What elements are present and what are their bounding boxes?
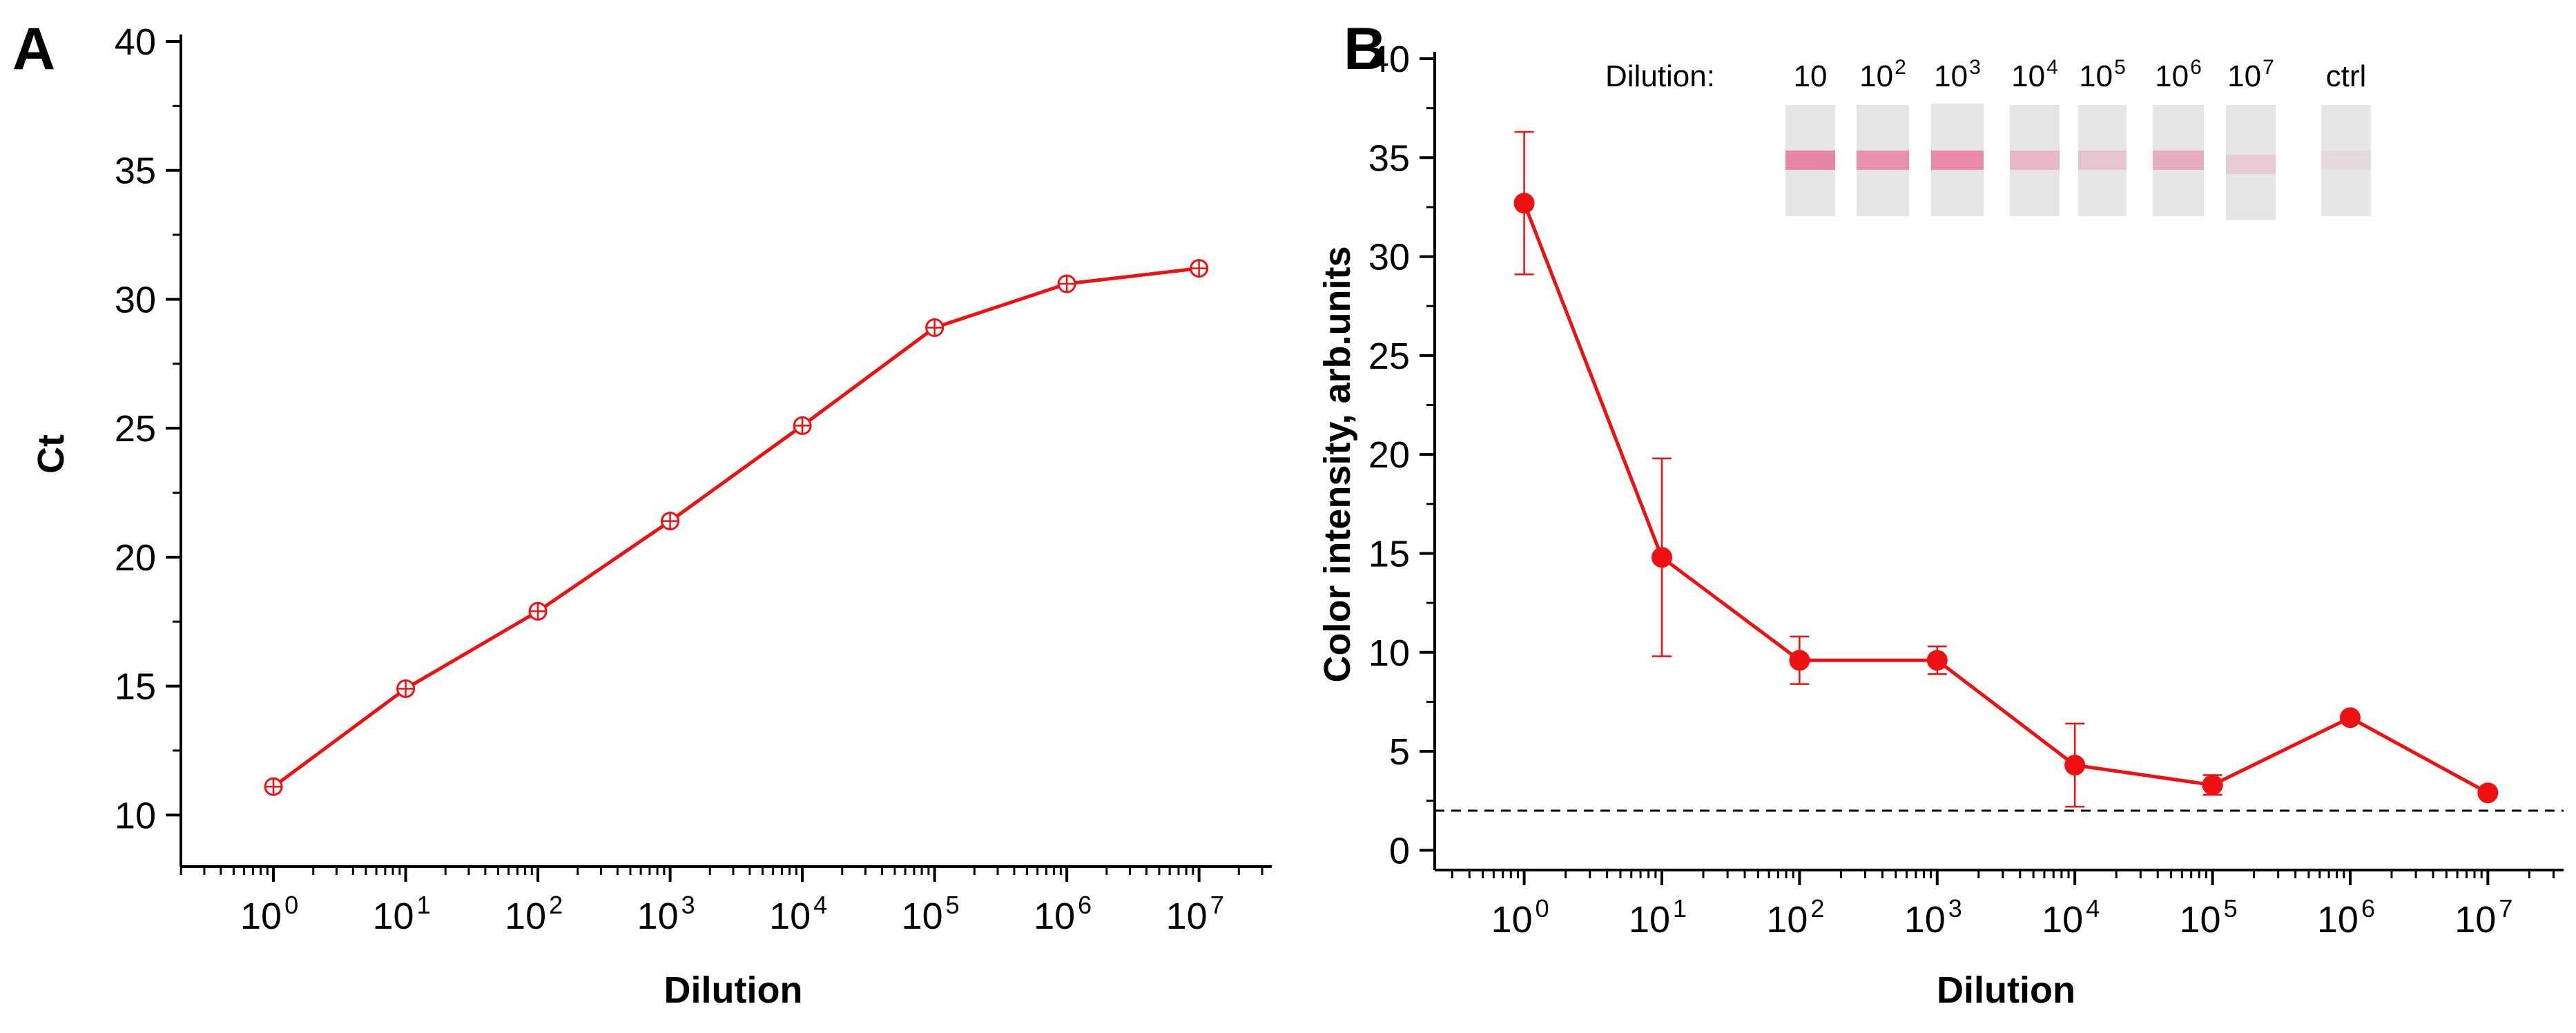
inset-title: Dilution:: [1605, 59, 1715, 93]
test-strip: 10: [1785, 59, 1835, 216]
panel-a-x-ticks: 10 0 10 1 10 2 10 3 10 4 10 5 10 6 10 7: [180, 867, 1263, 937]
x-tick-label: 10 2: [505, 891, 563, 937]
test-strip: 104: [2010, 56, 2060, 216]
y-tick-label: 30: [115, 279, 156, 320]
data-point: [2339, 707, 2361, 728]
test-strip: 102: [1857, 56, 1909, 216]
strip-body: [2153, 105, 2204, 216]
x-tick-label: 10 3: [637, 891, 695, 937]
panel-a-y-ticks: 10 15 20 25 30 35 40: [115, 21, 181, 836]
y-tick-label: 15: [1368, 533, 1410, 575]
y-tick-label: 25: [1368, 336, 1410, 377]
strip-label: 10: [1794, 59, 1828, 93]
panel-a-axes: [180, 35, 1272, 868]
y-tick-label: 25: [115, 408, 156, 450]
y-tick-label: 10: [1368, 633, 1410, 674]
data-point: [1926, 650, 1948, 671]
strip-test-band: [1785, 151, 1835, 170]
y-tick-label: 30: [1368, 237, 1410, 278]
strip-body: [2226, 105, 2276, 220]
inset-strips: 10 102 103 104 105 106 107 ctrl: [1785, 56, 2371, 220]
strip-body: [2078, 105, 2127, 216]
x-tick-label: 10 7: [1166, 891, 1224, 937]
test-strip: 106: [2153, 56, 2204, 216]
strip-test-band: [1931, 151, 1984, 170]
panel-b-x-axis-title: Dilution: [1937, 969, 2075, 1011]
x-tick-label: 10 4: [769, 891, 827, 937]
strip-label: 103: [1934, 56, 1981, 93]
data-point: [1789, 650, 1810, 671]
strip-body: [1857, 105, 1909, 216]
x-tick-label: 10 5: [902, 891, 960, 937]
strip-body: [2010, 105, 2060, 216]
strip-test-band: [2153, 151, 2204, 170]
strip-label: 107: [2227, 56, 2274, 93]
strip-body: [2321, 105, 2371, 216]
panel-a-letter: A: [12, 16, 55, 82]
panel-a-y-axis-title: Ct: [30, 434, 72, 474]
data-point: [1513, 193, 1535, 214]
strip-test-band: [2010, 151, 2060, 170]
strip-test-band: [2078, 151, 2127, 170]
strip-label: 105: [2079, 56, 2126, 93]
test-strip: 103: [1931, 56, 1984, 216]
panel-a-x-axis-title: Dilution: [664, 969, 803, 1011]
x-tick-label: 10 0: [240, 891, 298, 937]
panel-b-series-line: [1522, 202, 2489, 795]
y-tick-label: 35: [1368, 137, 1410, 179]
panel-a-series-line: [272, 267, 1199, 789]
strip-test-band: [1857, 151, 1909, 170]
y-tick-label: 20: [1368, 434, 1410, 476]
x-tick-label: 10 4: [2042, 894, 2100, 940]
x-tick-label: 10 6: [2317, 894, 2375, 940]
x-tick-label: 10 2: [1766, 894, 1824, 940]
test-strip: ctrl: [2321, 59, 2371, 216]
x-tick-label: 10 6: [1034, 891, 1092, 937]
panel-b-strip-inset: Dilution: 10 102 103 104 105 106 107 ctrl: [1605, 56, 2371, 220]
strip-label: 104: [2011, 56, 2058, 93]
y-tick-label: 40: [115, 21, 156, 63]
strip-label: 102: [1859, 56, 1906, 93]
data-point: [2064, 755, 2086, 776]
y-tick-label: 0: [1389, 830, 1410, 871]
y-tick-label: 15: [115, 666, 156, 708]
x-tick-label: 10 1: [373, 891, 431, 937]
panel-b-y-axis-title: Color intensity, arb.units: [1317, 246, 1358, 682]
y-tick-label: 10: [115, 795, 156, 836]
x-tick-label: 10 1: [1629, 894, 1687, 940]
x-tick-label: 10 3: [1904, 894, 1962, 940]
y-tick-label: 20: [115, 537, 156, 579]
y-tick-label: 40: [1368, 39, 1410, 80]
data-point: [1651, 547, 1672, 568]
series-line: [1522, 202, 2489, 795]
strip-label: ctrl: [2326, 59, 2367, 93]
strip-label: 106: [2155, 56, 2202, 93]
x-tick-label: 10 5: [2180, 894, 2238, 940]
panel-b-error-bars: [1514, 131, 2222, 808]
strip-test-band: [2226, 155, 2276, 174]
test-strip: 107: [2226, 56, 2276, 220]
panel-a-points: [264, 259, 1209, 796]
data-point: [2202, 774, 2223, 795]
panel-b-letter: B: [1344, 16, 1386, 82]
y-tick-label: 35: [115, 151, 156, 192]
x-tick-label: 10 0: [1491, 894, 1549, 940]
panel-b-axes: [1433, 52, 2564, 871]
data-point: [2477, 782, 2499, 804]
strip-test-band: [2321, 151, 2371, 170]
panel-b-x-ticks: 10 0 10 1 10 2 10 3 10 4 10 5 10 6 10 7: [1451, 870, 2555, 940]
test-strip: 105: [2078, 56, 2127, 216]
x-tick-label: 10 7: [2454, 894, 2512, 940]
panel-b-y-ticks: 0 5 10 15 20 25 30 35 40: [1368, 39, 1435, 871]
panel-b-points: [1513, 193, 2499, 804]
panel-b: B 0 5 10 15 20 25 30 35 40 10 0 10 1 10 2 10 3 10 4 10 5 10 6…: [1317, 16, 2564, 1011]
series-line: [272, 267, 1199, 789]
y-tick-label: 5: [1389, 731, 1410, 773]
